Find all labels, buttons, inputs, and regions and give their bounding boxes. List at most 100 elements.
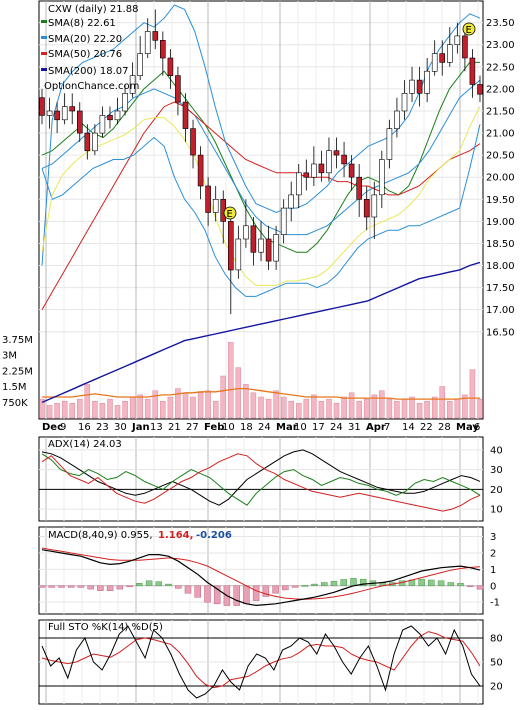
candle-down [341, 154, 347, 165]
volume-bar [54, 403, 60, 419]
volume-bar [137, 394, 143, 419]
macd-y-tick: -1 [490, 598, 500, 609]
macd-histogram-bar [136, 583, 143, 587]
macd-histogram-bar [97, 585, 104, 591]
macd-histogram-bar [155, 581, 163, 587]
price-y-tick: 21.00 [486, 129, 515, 140]
volume-bar [416, 403, 423, 419]
svg-text:MACD(8,40,9) 0.955,: MACD(8,40,9) 0.955, [48, 530, 153, 541]
candle-up [122, 93, 128, 112]
volume-bar [46, 405, 53, 419]
macd-histogram-bar [447, 582, 455, 587]
volume-bar [386, 398, 393, 419]
macd-histogram-bar [67, 585, 75, 588]
candle-up [371, 194, 378, 218]
volume-bar [447, 400, 453, 419]
adx-title: ADX(14) 24.03 [48, 439, 122, 450]
volume-bar [348, 392, 355, 419]
candle-down [54, 110, 60, 121]
candle-up [288, 194, 295, 209]
x-tick-label: 30 [114, 422, 127, 433]
volume-bar [205, 390, 211, 419]
legend-sma20: SMA(20) 22.20 [48, 34, 122, 45]
volume-bar [318, 400, 325, 419]
x-tick-label: 6 [474, 422, 480, 433]
price-y-tick: 16.50 [486, 327, 515, 338]
macd-title-hist: -0.206 [196, 530, 232, 541]
candle-down [205, 185, 211, 213]
x-tick-label: 9 [60, 422, 66, 433]
volume-average-line [42, 387, 480, 400]
sto-d-line [41, 631, 481, 689]
legend-sma50: SMA(50) 20.76 [48, 49, 122, 60]
candle-up [243, 225, 249, 240]
svg-text:E: E [466, 25, 472, 36]
macd-histogram-bar [330, 580, 338, 587]
adx-di-line [41, 453, 481, 512]
macd-histogram-bar [126, 585, 133, 588]
candle-down [152, 31, 159, 41]
candle-up [61, 106, 68, 121]
candle-down [107, 115, 113, 121]
adx-panel-frame [38, 436, 484, 522]
macd-histogram-bar [87, 585, 94, 590]
candle-down [356, 176, 363, 200]
x-tick-label: Dec [42, 422, 63, 433]
volume-bar [363, 398, 370, 419]
volume-bar [99, 403, 106, 419]
volume-bar [326, 398, 332, 419]
volume-bar [296, 403, 302, 419]
legend-swatch-sma200 [41, 68, 47, 71]
macd-histogram-bar [467, 585, 474, 588]
adx-y-tick: 30 [490, 465, 503, 476]
earnings-marker-feb: E [223, 206, 237, 220]
candle-up [273, 234, 279, 262]
volume-bar [182, 392, 189, 419]
candle-up [386, 128, 393, 160]
candle-down [175, 75, 181, 103]
volume-bar [273, 390, 279, 419]
macd-histogram-bar [282, 585, 289, 591]
volume-y-tick: 3M [2, 351, 17, 362]
bollinger-mid-line [41, 106, 481, 286]
volume-bar [167, 396, 174, 419]
price-y-tick: 20.50 [486, 151, 515, 162]
volume-bar [160, 400, 166, 419]
price-y-tick: 17.00 [486, 305, 515, 316]
macd-panel-frame [38, 526, 484, 615]
macd-title-signal: 1.164, [158, 530, 193, 541]
watermark: OptionChance.com [44, 81, 139, 92]
macd-histogram-bar [437, 580, 445, 586]
legend-swatch-sma8 [41, 20, 47, 23]
macd-y-tick: 1 [490, 565, 496, 576]
volume-bar [235, 367, 242, 419]
volume-bar [144, 398, 151, 419]
candle-up [258, 238, 264, 253]
x-tick-label: 27 [186, 422, 199, 433]
volume-bar [288, 400, 294, 419]
candle-up [424, 70, 430, 94]
volume-bar [356, 400, 362, 419]
candle-up [92, 132, 98, 152]
macd-histogram-bar [262, 585, 270, 597]
macd-histogram-bar [233, 585, 240, 606]
candle-down [197, 154, 204, 187]
sma20-line [41, 79, 481, 236]
bollinger-upper-line [41, 4, 481, 266]
adx-y-tick: 20 [490, 485, 503, 496]
volume-bar [122, 400, 128, 419]
price-y-tick: 18.00 [486, 261, 515, 272]
volume-y-tick: 3.75M [2, 335, 33, 346]
volume-y-tick: 1.5M [2, 382, 27, 393]
x-tick-label: 17 [312, 422, 325, 433]
macd-histogram-bar [213, 585, 221, 605]
candle-up [311, 163, 317, 178]
candle-down [477, 84, 483, 95]
sma50-line [41, 101, 481, 310]
candle-down [462, 35, 468, 59]
svg-text:E: E [227, 209, 233, 220]
candle-up [401, 93, 408, 112]
volume-bar [152, 390, 159, 419]
